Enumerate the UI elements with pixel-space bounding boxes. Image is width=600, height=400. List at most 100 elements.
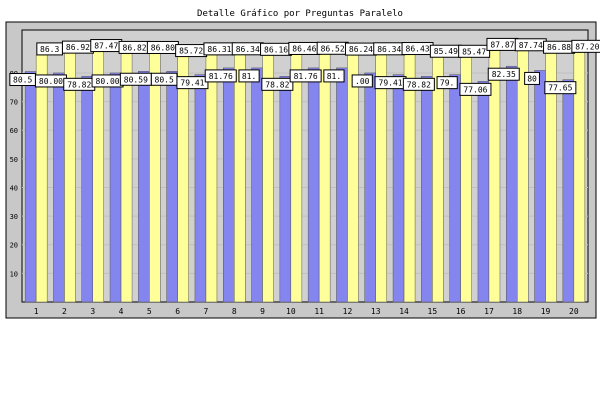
data-label-box (402, 77, 435, 91)
y-tick-label: 70 (10, 99, 18, 107)
data-label-box (289, 69, 322, 83)
data-label-text: 85.49 (434, 47, 458, 56)
bar-series-1 (421, 76, 433, 303)
bar-series-1 (53, 72, 65, 303)
bar-series-1 (194, 74, 207, 303)
data-label: 81.76 (204, 69, 237, 83)
data-label: 86.82 (118, 40, 151, 54)
bar-series-2 (290, 54, 303, 303)
bar-series-2 (177, 56, 189, 303)
data-label-text: 81. (242, 72, 256, 81)
bar-series-2 (375, 54, 387, 303)
bar-series-2 (234, 54, 246, 303)
data-label: 87.87 (486, 37, 519, 51)
x-tick-label: 16 (456, 307, 466, 316)
data-label-text: 86.34 (236, 45, 260, 54)
x-tick-label: 20 (569, 307, 579, 316)
x-tick-labels: 1 2 3 4 5 6 7 8 9 10 11 12 13 14 15 16 17 18 19 20 (34, 307, 579, 316)
data-label-text: 79.41 (180, 79, 204, 88)
data-label-text: 87.87 (490, 40, 514, 49)
data-label-text: 77.06 (463, 85, 487, 94)
data-label: 79.41 (374, 76, 407, 90)
y-tick-label: 10 (10, 270, 18, 278)
data-label-box (524, 71, 540, 85)
data-labels: 80.586.380.0086.9278.8287.4780.0086.8280… (9, 37, 600, 96)
data-label: 78.82 (402, 77, 435, 91)
data-label-text: 80.00 (39, 77, 63, 86)
x-tick-label: 9 (260, 307, 265, 316)
data-label: 86.88 (543, 40, 576, 54)
data-label: 85.49 (429, 44, 462, 58)
data-label: 81.76 (289, 69, 322, 83)
x-tick-label: 7 (204, 307, 209, 316)
data-label-box (436, 76, 458, 90)
data-label: 78.82 (261, 77, 294, 91)
x-tick-label: 17 (484, 307, 494, 316)
data-label: 86.3 (36, 42, 63, 56)
x-tick-label: 11 (314, 307, 324, 316)
data-label-text: 77.65 (548, 84, 572, 93)
data-label-box (571, 39, 600, 53)
y-tick-label: 50 (10, 156, 18, 164)
data-label: 77.06 (459, 82, 492, 96)
bar-series-1 (534, 70, 546, 303)
data-label-text: 86.3 (40, 45, 59, 54)
data-label-text: 86.92 (66, 43, 90, 52)
bar-series-2 (517, 50, 529, 303)
data-label-text: 79. (440, 79, 454, 88)
data-label-text: 85.72 (179, 47, 203, 56)
data-label-text: 87.47 (94, 42, 118, 51)
x-tick-label: 14 (399, 307, 409, 316)
data-label-text: 81. (327, 72, 341, 81)
data-label-text: 78.82 (407, 80, 431, 89)
data-label: 87.74 (514, 38, 547, 52)
data-label: 86.52 (316, 41, 349, 55)
bar-series-1 (223, 67, 235, 303)
data-label-text: 86.80 (151, 43, 175, 52)
data-label-text: 86.88 (547, 43, 571, 52)
data-label-text: 86.24 (349, 45, 373, 54)
x-tick-label: 13 (371, 307, 381, 316)
data-label-box (176, 76, 209, 90)
bar-series-1 (251, 67, 263, 303)
data-label-box (487, 67, 520, 81)
data-label: 85.72 (175, 44, 208, 58)
x-tick-label: 8 (232, 307, 237, 316)
bar-series-1 (392, 74, 405, 303)
data-label-text: 86.52 (321, 44, 345, 53)
data-label: 86.24 (344, 42, 377, 56)
data-label-text: 86.46 (292, 44, 316, 53)
bar-series-2 (347, 54, 359, 303)
data-label: 81. (323, 69, 345, 83)
x-tick-label: 18 (512, 307, 522, 316)
x-tick-label: 10 (286, 307, 296, 316)
bar-series-1 (562, 79, 575, 303)
data-label: 80 (524, 71, 540, 85)
data-label-text: 80 (527, 74, 537, 83)
x-tick-label: 6 (175, 307, 180, 316)
data-label: 80.5 (9, 73, 36, 87)
data-label-box (204, 69, 237, 83)
bar-series-2 (205, 54, 218, 303)
bar-series-1 (506, 65, 518, 303)
data-label: 79. (436, 76, 458, 90)
y-tick-label: 60 (10, 127, 18, 135)
data-label-text: 87.20 (575, 42, 599, 51)
data-label: 80.5 (150, 72, 178, 86)
x-tick-label: 19 (541, 307, 551, 316)
data-label: 86.46 (288, 41, 321, 55)
bar-series-1 (166, 71, 178, 303)
bar-series-2 (432, 56, 444, 303)
data-label-text: 86.31 (207, 45, 231, 54)
data-label-text: .00 (355, 77, 370, 86)
data-label-text: 81.76 (209, 72, 233, 81)
data-label-text: 80.5 (13, 76, 32, 85)
bar-series-2 (318, 54, 331, 303)
bars (24, 50, 586, 303)
x-tick-label: 4 (119, 307, 124, 316)
data-label: 80.59 (119, 72, 152, 86)
x-tick-label: 15 (428, 307, 438, 316)
data-label-text: 85.47 (462, 47, 486, 56)
data-label-box (323, 69, 345, 83)
